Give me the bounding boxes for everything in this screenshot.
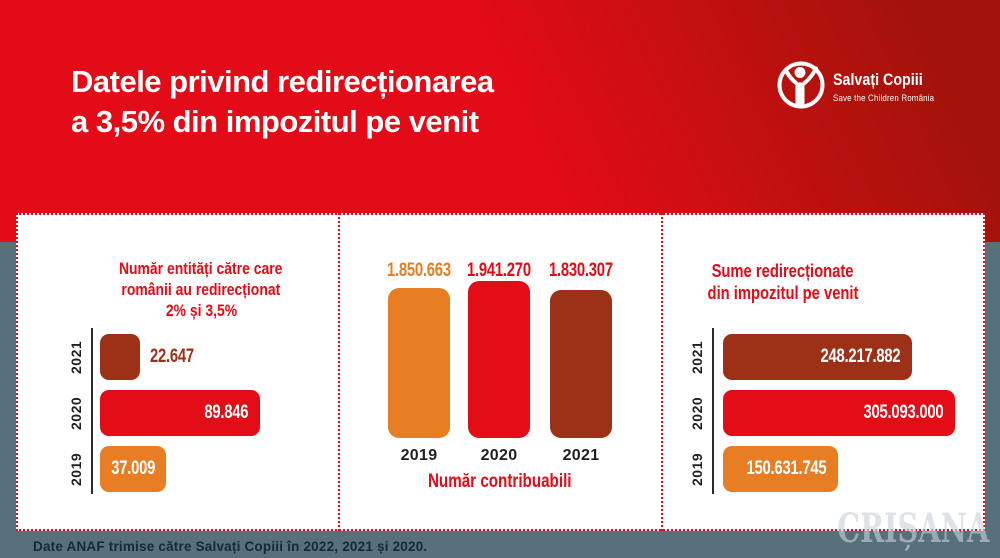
panel-divider-left bbox=[338, 213, 340, 531]
sums-bar-2020: 305.093.000 bbox=[723, 390, 955, 436]
contributors-value-2020: 1.941.270 bbox=[467, 260, 531, 281]
sums-value-2021: 248.217.882 bbox=[820, 346, 900, 367]
entities-bar-2021 bbox=[100, 334, 140, 380]
contributors-bar-2021 bbox=[550, 290, 612, 438]
page-title-line1: Datele privind redirecționarea bbox=[71, 64, 494, 99]
contributors-year-2021: 2021 bbox=[562, 447, 600, 464]
sums-value-2019: 150.631.745 bbox=[746, 458, 826, 479]
contributors-year-2020: 2020 bbox=[480, 447, 518, 464]
entities-year-2019: 2019 bbox=[68, 452, 84, 486]
entities-year-2020: 2020 bbox=[68, 396, 84, 430]
panel-divider-right bbox=[661, 213, 663, 531]
contributors-year-2019: 2019 bbox=[400, 447, 438, 464]
sums-chart-axis bbox=[712, 328, 714, 494]
sums-year-2021: 2021 bbox=[689, 340, 705, 374]
sums-year-2020: 2020 bbox=[689, 396, 705, 430]
sums-bar-2019: 150.631.745 bbox=[723, 446, 838, 492]
save-the-children-icon bbox=[777, 61, 825, 109]
logo-subtitle: Save the Children România bbox=[833, 93, 935, 103]
entities-value-2019: 37.009 bbox=[111, 458, 155, 479]
contributors-chart-title: Număr contribuabili bbox=[428, 471, 572, 492]
entities-chart-title: Număr entități către care românii au red… bbox=[86, 258, 316, 321]
entities-bar-2020: 89.846 bbox=[100, 390, 260, 436]
entities-title-line3: 2% și 3,5% bbox=[165, 301, 237, 320]
contributors-value-2019: 1.850.663 bbox=[387, 260, 451, 281]
contributors-bar-2020 bbox=[468, 281, 530, 438]
entities-chart-axis bbox=[91, 328, 93, 494]
sums-value-2020: 305.093.000 bbox=[863, 402, 943, 423]
crisana-watermark: CRIȘANA bbox=[836, 505, 989, 552]
entities-value-2020: 89.846 bbox=[204, 402, 248, 423]
sums-year-2019: 2019 bbox=[689, 452, 705, 486]
entities-title-line1: Număr entități către care bbox=[119, 259, 283, 278]
data-source-note: Date ANAF trimise către Salvați Copiii î… bbox=[33, 539, 428, 554]
entities-value-2021: 22.647 bbox=[150, 346, 194, 367]
logo-text: Salvați Copiii Save the Children România bbox=[833, 70, 948, 103]
entities-title-line2: românii au redirecționat bbox=[121, 280, 281, 299]
logo-name: Salvați Copiii bbox=[833, 70, 923, 89]
header-background bbox=[0, 0, 1000, 242]
contributors-bar-2019 bbox=[388, 288, 450, 438]
sums-bar-2021: 248.217.882 bbox=[723, 334, 912, 380]
sums-title-line1: Sume redirecționate bbox=[712, 261, 854, 281]
sums-title-line2: din impozitul pe venit bbox=[707, 283, 859, 303]
page-title-line2: a 3,5% din impozitul pe venit bbox=[71, 104, 479, 139]
salvati-copiii-logo: Salvați Copiii Save the Children România bbox=[775, 58, 975, 114]
page-title: Datele privind redirecționarea a 3,5% di… bbox=[71, 62, 494, 142]
entities-bar-2019: 37.009 bbox=[100, 446, 166, 492]
entities-year-2021: 2021 bbox=[68, 340, 84, 374]
sums-chart-title: Sume redirecționate din impozitul pe ven… bbox=[673, 260, 893, 304]
contributors-value-2021: 1.830.307 bbox=[549, 260, 613, 281]
